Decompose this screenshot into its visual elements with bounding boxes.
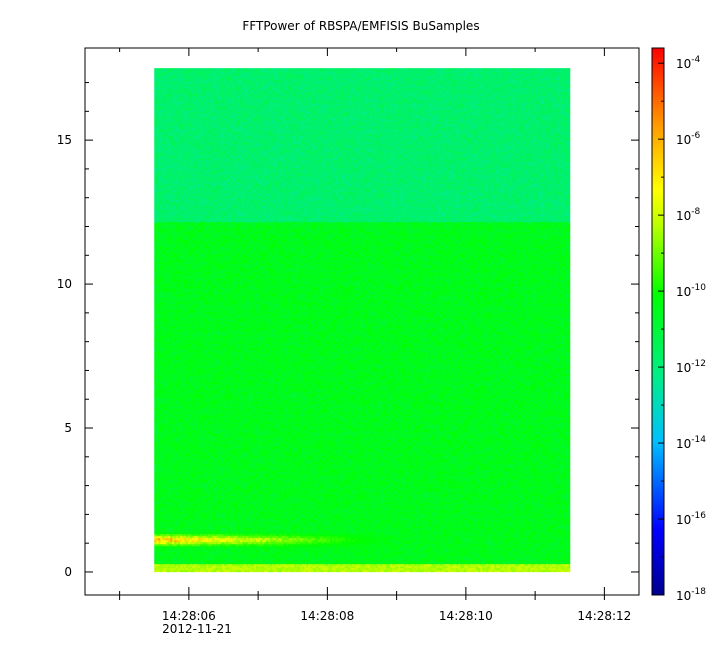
spectrogram-image <box>154 68 571 573</box>
colorbar-tick-label: 10-18 <box>676 587 706 603</box>
x-tick-label: 14:28:10 <box>439 609 493 623</box>
x-tick-label: 14:28:06 <box>162 609 216 623</box>
x-tick-label: 14:28:08 <box>300 609 354 623</box>
chart-title: FFTPower of RBSPA/EMFISIS BuSamples <box>242 19 479 33</box>
colorbar-tick-label: 10-12 <box>676 359 706 375</box>
spectrogram-pixels <box>154 68 571 573</box>
colorbar <box>651 47 665 596</box>
colorbar-axis: 10-4 10-6 10-8 10-10 10-12 10-14 10-16 10-18 <box>658 55 706 603</box>
colorbar-tick-label: 10-10 <box>676 283 706 299</box>
x-tick-label: 14:28:12 <box>577 609 631 623</box>
y-tick-label: 5 <box>64 421 72 435</box>
y-tick-label: 10 <box>57 277 72 291</box>
colorbar-tick-label: 10-4 <box>676 55 701 71</box>
colorbar-tick-label: 10-8 <box>676 207 701 223</box>
x-date-label: 2012-11-21 <box>162 622 232 636</box>
colorbar-tick-label: 10-6 <box>676 131 701 147</box>
y-tick-label: 0 <box>64 565 72 579</box>
y-axis: 0 5 10 15 <box>57 82 639 579</box>
colorbar-tick-label: 10-16 <box>676 511 706 527</box>
y-tick-label: 15 <box>57 133 72 147</box>
colorbar-tick-label: 10-14 <box>676 435 706 451</box>
x-axis: 14:28:06 14:28:08 14:28:10 14:28:12 <box>119 48 631 623</box>
